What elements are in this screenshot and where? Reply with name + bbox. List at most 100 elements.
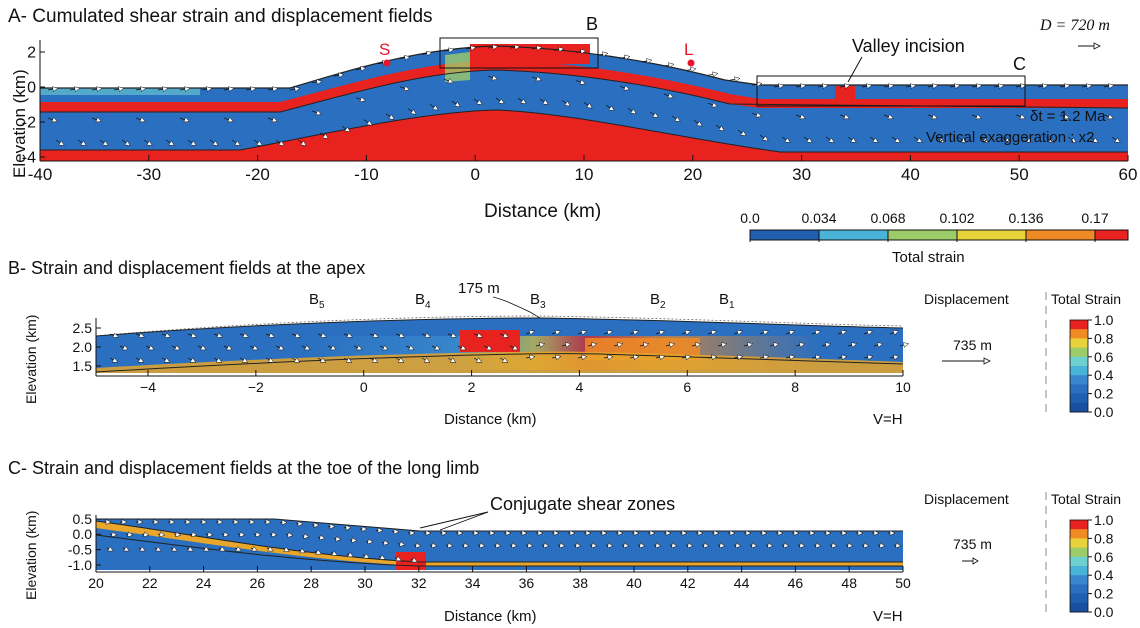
panel-b-arrow	[252, 344, 259, 351]
panel-a-xtick-label: -20	[245, 165, 270, 184]
cbar-c-seg	[1070, 566, 1088, 576]
panel-a-arrow	[498, 98, 505, 105]
panel-b-arrow	[798, 342, 806, 348]
panel-b-arrow	[241, 357, 249, 363]
panel-a-arrow	[938, 137, 945, 144]
panel-a-arrow	[580, 48, 587, 55]
panel-c-arrow	[895, 542, 902, 549]
panel-a-arrow	[564, 100, 571, 107]
cbar-c-seg	[1070, 602, 1088, 613]
panel-a-arrow	[800, 83, 807, 90]
panel-a-ylabel: Elevation (km)	[10, 69, 29, 178]
panel-b-label-b1: B1	[719, 291, 735, 311]
panel-a-arrow	[784, 137, 791, 144]
panel-b-arrow	[840, 329, 847, 336]
panel-a-arrow	[1114, 137, 1121, 144]
panel-c-arrow	[187, 546, 194, 552]
panel-c-xtick-label: 34	[465, 575, 481, 591]
panel-a-arrow	[492, 44, 499, 51]
panel-b-ylabel: Elevation (km)	[23, 315, 39, 404]
panel-a-arrow	[976, 83, 983, 90]
panel-b-arrow	[215, 357, 223, 363]
panel-b-arrow	[694, 342, 702, 348]
panel-a-arrow	[998, 83, 1005, 90]
panel-a-valley-hot-spot	[835, 86, 855, 104]
panel-a-section	[40, 44, 1129, 161]
panel-a-arrow	[894, 137, 901, 144]
panel-a-arrow	[316, 79, 323, 85]
panel-a-valley-label: Valley incision	[852, 36, 965, 56]
panel-a-arrow	[476, 99, 483, 106]
panel-b-arrow	[112, 332, 119, 339]
panel-c-title: C- Strain and displacement fields at the…	[8, 458, 479, 478]
panel-b-arrow	[850, 342, 858, 348]
panel-b-arrow	[710, 329, 717, 336]
panel-a-arrow	[1086, 83, 1093, 90]
panel-b-x-ticks: −4 −2 0 2 4 6 8 10	[140, 370, 911, 395]
panel-c-arrow	[457, 530, 464, 536]
panel-c-xtick-label: 28	[303, 575, 319, 591]
panel-c-arrow	[347, 551, 354, 558]
panel-c-arrow	[745, 530, 752, 536]
panel-c-ytick-label: 0.0	[73, 526, 93, 542]
panel-b-arrow	[789, 354, 796, 361]
panel-c-x-ticks: 20 22 24 26 28 30 32 34 36 38 40 42 44 46 48 50	[88, 566, 911, 591]
panel-a-arrow	[954, 83, 961, 90]
panel-c-xtick-label: 48	[841, 575, 857, 591]
panel-a-horizon-1	[40, 69, 1129, 113]
panel-a-arrow	[1026, 137, 1033, 144]
panel-a-arrow	[58, 140, 65, 147]
panel-a-arrow	[184, 86, 191, 93]
cbar-a-seg-2	[888, 230, 957, 240]
panel-b-arrow	[450, 332, 457, 339]
panel-a-arrow	[168, 140, 175, 147]
panel-c-arrow	[191, 531, 198, 538]
panel-c-arrow	[697, 530, 704, 536]
panel-c-arrow	[489, 530, 496, 536]
panel-b-arrow	[685, 354, 692, 361]
panel-a-arrow	[234, 140, 241, 147]
panel-b-arrow	[866, 329, 873, 336]
panel-b-arrow	[736, 329, 743, 336]
panel-b-arrow	[684, 329, 691, 336]
panel-a-arrow	[359, 96, 366, 103]
panel-c-arrow	[617, 530, 624, 536]
panel-a-arrow	[630, 108, 637, 115]
panel-a-xtick-label: 40	[901, 165, 920, 184]
panel-b-arrow	[502, 332, 509, 339]
panel-c-arrow	[559, 542, 566, 549]
panel-b-arrow	[382, 344, 389, 351]
panel-b-arrow	[529, 354, 536, 361]
panel-a-arrow	[1019, 113, 1026, 120]
panel-b-arrow	[111, 357, 119, 363]
panel-a-arrow	[140, 86, 147, 93]
panel-c-arrow	[873, 530, 880, 536]
panel-b-arrow	[512, 344, 519, 351]
panel-a-arrow	[124, 140, 131, 147]
panel-b-arrow	[555, 354, 562, 361]
panel-c-xtick-label: 26	[250, 575, 266, 591]
panel-a-colorbar	[749, 229, 1129, 241]
panel-a-xtick-label: -30	[137, 165, 162, 184]
panel-c-arrow	[411, 557, 418, 563]
panel-c-arrow	[623, 542, 630, 549]
panel-b-xlabel: Distance (km)	[444, 411, 537, 428]
cbar-b-tick-label: 0.2	[1094, 386, 1114, 402]
panel-b-arrow	[762, 329, 769, 336]
panel-c-arrow	[591, 542, 598, 549]
panel-a-arrow	[448, 47, 455, 54]
panel-b-ytick-label: 1.5	[73, 358, 93, 374]
panel-c-arrow	[111, 531, 118, 538]
panel-c-arrow	[249, 519, 256, 525]
panel-c-arrow	[139, 546, 146, 552]
panel-b-xtick-label: 4	[576, 379, 584, 395]
panel-c-arrow	[399, 541, 406, 547]
panel-b-arrow	[372, 332, 379, 339]
panel-a-arrow	[410, 108, 417, 115]
panel-a-arrow	[404, 54, 411, 61]
cbar-c-seg	[1070, 556, 1088, 567]
panel-b-arrow	[824, 342, 832, 348]
panel-b-arrow	[371, 357, 379, 363]
panel-a-arrow	[250, 86, 257, 93]
panel-b-arrow	[486, 344, 493, 351]
